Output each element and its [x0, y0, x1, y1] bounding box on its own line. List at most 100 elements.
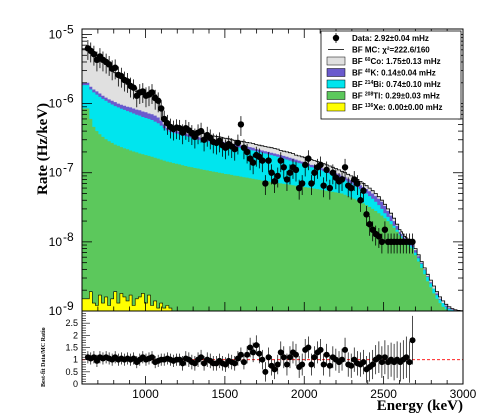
- legend-swatch-co60: [326, 56, 346, 66]
- ratio-y-tick-label: 2.5: [65, 318, 78, 328]
- data-marker: [237, 121, 245, 128]
- legend-swatch-k40: [326, 68, 346, 77]
- data-marker: [329, 169, 337, 176]
- data-marker: [320, 182, 327, 189]
- ratio-marker: [240, 359, 247, 366]
- data-marker: [111, 64, 119, 71]
- ratio-marker: [280, 354, 287, 361]
- ratio-marker: [277, 349, 284, 356]
- data-marker: [354, 180, 361, 187]
- y-tick-label-exponent: -8: [63, 230, 74, 244]
- ratio-point: [378, 346, 385, 378]
- ratio-point: [369, 349, 376, 380]
- ratio-y-tick-label: 0.5: [65, 367, 78, 377]
- data-point: [234, 134, 242, 155]
- data-marker: [197, 127, 205, 135]
- legend-label: BF 136Xe: 0.00±0.00 mHz: [352, 103, 443, 112]
- data-marker: [155, 97, 162, 104]
- legend-label: BF 40K: 0.14±0.04 mHz: [352, 69, 436, 78]
- data-point: [357, 191, 364, 212]
- data-point: [363, 206, 370, 226]
- legend-swatch-bi214: [326, 79, 346, 89]
- ratio-marker: [311, 354, 318, 361]
- ratio-marker: [149, 354, 156, 361]
- data-marker: [317, 161, 324, 169]
- ratio-point: [240, 354, 247, 370]
- data-marker: [286, 169, 294, 176]
- ratio-marker: [247, 344, 254, 351]
- data-point: [354, 175, 361, 196]
- legend: Data: 2.92±0.04 mHz BF MC: χ²=222.6/160 BF…: [320, 30, 462, 120]
- data-point: [90, 45, 98, 66]
- data-point: [311, 164, 318, 185]
- ratio-marker: [375, 354, 382, 361]
- ratio-marker: [381, 354, 388, 361]
- legend-label: BF 60Co: 1.75±0.13 mHz: [352, 57, 441, 66]
- ratio-marker: [198, 354, 205, 361]
- data-marker: [302, 161, 309, 169]
- y-tick-label: 10: [49, 27, 63, 41]
- energy-tick-label: 1500: [212, 387, 239, 401]
- ratio-point: [339, 348, 346, 371]
- data-point: [277, 152, 284, 173]
- data-point: [302, 156, 309, 177]
- ratio-point: [317, 338, 324, 361]
- data-marker: [130, 84, 137, 91]
- data-point: [179, 124, 186, 145]
- legend-label: BF 214Bi: 0.74±0.10 mHz: [352, 80, 441, 89]
- data-point: [320, 177, 327, 198]
- ratio-marker: [253, 342, 260, 349]
- data-marker: [323, 166, 330, 174]
- data-marker: [148, 89, 156, 96]
- ratio-point: [231, 356, 238, 371]
- ratio-point: [360, 349, 367, 375]
- ratio-panel: 0 0.5 1 1.5 2 2.5 1000 1500 2000 2500 3000 Best-f…: [41, 310, 477, 414]
- ratio-marker: [244, 351, 251, 358]
- legend-label: Data: 2.92±0.04 mHz: [352, 34, 429, 43]
- ratio-point: [259, 349, 266, 370]
- ratio-marker: [323, 351, 330, 358]
- data-point: [124, 72, 131, 93]
- y-tick-label: 10: [49, 235, 63, 249]
- data-marker: [158, 105, 165, 112]
- data-point: [283, 171, 291, 192]
- ratio-y-axis: 0 0.5 1 1.5 2 2.5: [65, 310, 90, 389]
- ratio-point: [277, 341, 284, 364]
- ratio-point: [409, 315, 416, 365]
- spectrum-y-axis-title: Rate (Hz/keV): [35, 103, 51, 195]
- legend-entry-xe136: BF 136Xe: 0.00±0.00 mHz: [326, 102, 443, 112]
- data-point: [280, 158, 287, 179]
- data-marker: [311, 169, 318, 176]
- data-point: [308, 175, 315, 196]
- ratio-point: [283, 353, 290, 376]
- ratio-point: [406, 341, 413, 383]
- ratio-point: [198, 349, 205, 365]
- data-point: [348, 179, 355, 200]
- ratio-point: [381, 340, 388, 375]
- energy-tick-label: 1000: [132, 387, 159, 401]
- data-point: [111, 59, 119, 80]
- data-point: [262, 175, 269, 196]
- ratio-marker: [378, 359, 385, 366]
- data-marker: [305, 155, 312, 162]
- y-tick-label-exponent: -6: [63, 92, 74, 106]
- y-tick-label-exponent: -9: [63, 299, 74, 313]
- data-marker: [295, 184, 303, 192]
- ratio-point: [149, 351, 156, 364]
- data-point: [338, 171, 346, 192]
- ratio-y-tick-label: 1: [73, 355, 78, 365]
- data-marker: [326, 184, 334, 192]
- ratio-point: [237, 347, 244, 363]
- ratio-marker: [403, 354, 410, 361]
- ratio-marker: [320, 361, 327, 368]
- data-point: [274, 167, 281, 188]
- data-marker: [298, 180, 306, 187]
- data-marker: [378, 238, 386, 246]
- data-point: [323, 161, 330, 182]
- ratio-marker: [339, 356, 346, 363]
- ratio-point: [292, 343, 299, 366]
- data-marker: [268, 169, 275, 176]
- legend-label: BF MC: χ²=222.6/160: [352, 46, 430, 55]
- energy-tick-label: 2500: [370, 387, 397, 401]
- data-marker: [308, 180, 315, 187]
